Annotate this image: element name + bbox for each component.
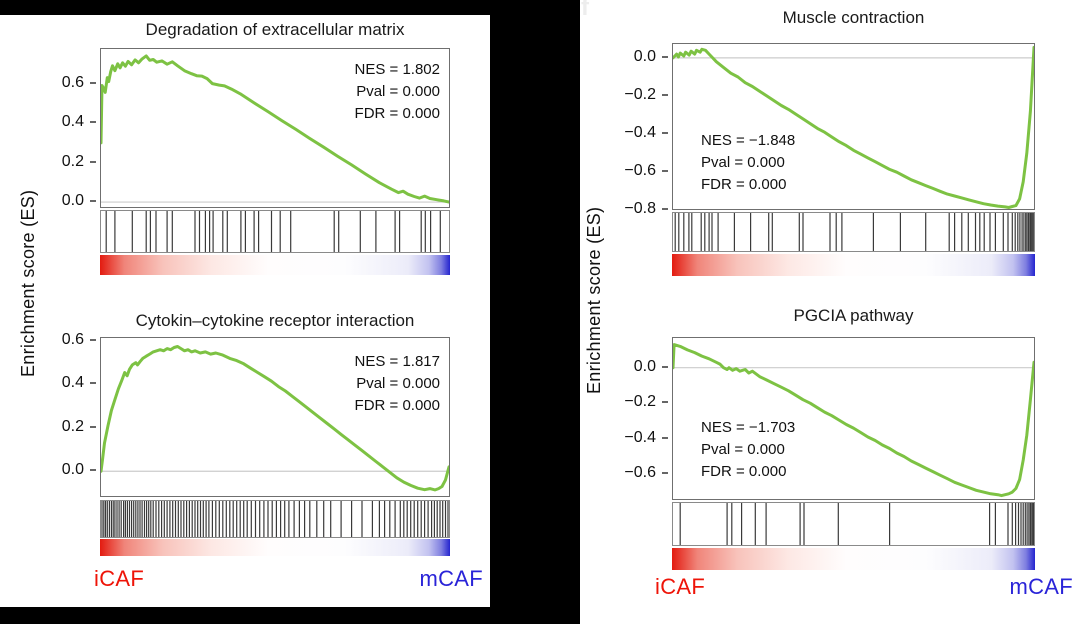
group-label-icaf: iCAF [94,566,145,591]
right-figure-card: f Enrichment score (ES) Muscle contracti… [580,0,1080,624]
gene-hit-barcode [672,502,1035,546]
enrichment-curve [673,45,1034,209]
pval-value: Pval = 0.000 [701,154,785,171]
fdr-value: FDR = 0.000 [701,176,787,193]
y-axis-tick-labels: 0.6 0.4 0.2 0.0 [0,48,96,211]
pval-value: Pval = 0.000 [356,83,440,100]
es-plot-area: NES = −1.848 Pval = 0.000 FDR = 0.000 [672,43,1035,210]
y-axis-tick-labels: 0.6 0.4 0.2 0.0 [0,331,96,497]
gsea-panel-cytokine-receptor-interaction: Cytokin–cytokine receptor interaction 0.… [0,15,490,607]
y-tick: −0.6 [580,161,668,181]
y-tick: 0.0 [0,191,96,211]
y-tick: 0.6 [0,73,96,93]
y-axis-tick-labels: 0.0 −0.2 −0.4 −0.6 −0.8 [580,43,668,217]
subpanel-letter: f [581,0,589,21]
nes-value: NES = 1.817 [354,353,440,370]
y-tick: 0.2 [0,152,96,172]
group-label-mcaf: mCAF [1009,574,1073,599]
phenotype-gradient-bar [672,548,1035,570]
es-plot-area: NES = 1.817 Pval = 0.000 FDR = 0.000 [100,337,450,497]
enrichment-curve [101,54,449,204]
y-tick: 0.6 [0,330,96,350]
gsea-panel-pgcia-pathway: PGCIA pathway 0.0 −0.2 −0.4 −0.6 NES = −1.7… [580,0,1080,624]
stats-annotation: NES = −1.848 Pval = 0.000 FDR = 0.000 [701,130,795,196]
phenotype-gradient-bar [100,255,450,275]
y-tick: −0.2 [580,85,668,105]
y-tick: 0.0 [580,357,668,377]
pval-value: Pval = 0.000 [356,375,440,392]
fdr-value: FDR = 0.000 [701,463,787,480]
panel-title: Cytokin–cytokine receptor interaction [135,311,415,330]
y-tick: 0.0 [0,460,96,480]
es-plot-area: NES = −1.703 Pval = 0.000 FDR = 0.000 [672,337,1035,500]
enrichment-curve [101,345,449,492]
phenotype-gradient-bar [100,539,450,556]
y-tick: 0.4 [0,373,96,393]
y-tick: 0.2 [0,417,96,437]
gene-hit-barcode [672,212,1035,252]
y-tick: −0.8 [580,199,668,219]
y-tick: −0.6 [580,463,668,483]
gsea-panel-muscle-contraction: Muscle contraction 0.0 −0.2 −0.4 −0.6 −0.8 N… [580,0,1080,624]
gsea-panel-degradation-of-extracellular-matrix: Degradation of extracellular matrix 0.6 0… [0,15,490,607]
gene-hit-barcode [100,210,450,253]
gene-hit-barcode [100,500,450,538]
y-tick: 0.0 [580,47,668,67]
nes-value: NES = −1.848 [701,132,796,149]
stats-annotation: NES = 1.802 Pval = 0.000 FDR = 0.000 [355,59,440,125]
y-tick: −0.4 [580,123,668,143]
group-label-icaf: iCAF [655,574,706,599]
stats-annotation: NES = −1.703 Pval = 0.000 FDR = 0.000 [701,417,795,483]
left-figure-card: Enrichment score (ES) Degradation of ext… [0,15,490,607]
es-plot-area: NES = 1.802 Pval = 0.000 FDR = 0.000 [100,48,450,208]
group-label-mcaf: mCAF [419,566,483,591]
y-tick: −0.2 [580,392,668,412]
hit-ticks [105,211,441,252]
hit-ticks [101,501,449,537]
panel-title: Muscle contraction [782,8,925,27]
y-axis-tick-labels: 0.0 −0.2 −0.4 −0.6 [580,337,668,500]
stats-annotation: NES = 1.817 Pval = 0.000 FDR = 0.000 [355,351,440,417]
phenotype-gradient-bar [672,254,1035,276]
hit-ticks [679,503,1034,545]
fdr-value: FDR = 0.000 [354,397,440,414]
nes-value: NES = 1.802 [354,61,440,78]
enrichment-curve [673,343,1034,498]
y-tick: 0.4 [0,112,96,132]
panel-title: Degradation of extracellular matrix [145,20,405,39]
panel-title: PGCIA pathway [793,306,914,325]
y-tick: −0.4 [580,428,668,448]
hit-ticks [674,213,1034,251]
fdr-value: FDR = 0.000 [354,105,440,122]
pval-value: Pval = 0.000 [701,441,785,458]
nes-value: NES = −1.703 [701,419,796,436]
